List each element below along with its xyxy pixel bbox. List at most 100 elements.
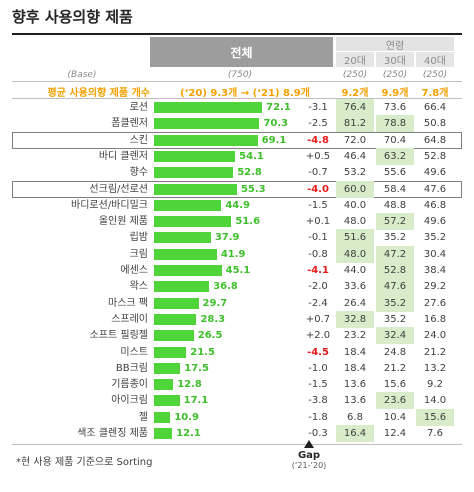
table-row: 선크림/선로션 55.3 -4.0 60.0 58.4 47.6 xyxy=(12,180,462,198)
age-value: 52.8 xyxy=(376,262,414,279)
table-row: 크림 41.9 -0.8 48.0 47.2 30.4 xyxy=(12,245,462,263)
age-value: 40.0 xyxy=(343,199,367,211)
bar-value-label: 12.8 xyxy=(177,379,202,391)
age-value: 15.6 xyxy=(383,379,407,391)
category-label: 올인원 제품 xyxy=(98,216,148,228)
age-value: 35.2 xyxy=(383,313,407,325)
age-value: 21.2 xyxy=(423,346,447,358)
bar xyxy=(154,183,237,195)
base-total: (750) xyxy=(227,70,253,80)
age-value: 47.6 xyxy=(423,183,447,195)
age-value: 57.2 xyxy=(376,213,414,231)
age-value: 64.8 xyxy=(423,134,447,146)
table-row: 로션 72.1 -3.1 76.4 73.6 66.4 xyxy=(12,99,462,116)
table-row: 스킨 69.1 -4.8 72.0 70.4 64.8 xyxy=(12,131,462,149)
bar xyxy=(154,150,236,162)
gap-value: -4.8 xyxy=(307,134,329,146)
age-value: 47.2 xyxy=(376,245,414,263)
age-value: 63.2 xyxy=(376,147,414,165)
age-value: 14.0 xyxy=(423,395,447,407)
age-value: 21.2 xyxy=(383,362,407,374)
age-value: 50.8 xyxy=(423,118,447,130)
age-value: 16.8 xyxy=(423,313,447,325)
footnote: *현 사용 제품 기준으로 Sorting xyxy=(16,457,153,468)
category-label: 아이크림 xyxy=(111,395,148,407)
average-30s: 9.9개 xyxy=(381,88,409,99)
age-value: 23.2 xyxy=(343,330,367,342)
table-row: 올인원 제품 51.6 +0.1 48.0 57.2 49.6 xyxy=(12,213,462,231)
age-value: 13.2 xyxy=(423,362,447,374)
age-value: 33.6 xyxy=(343,281,367,293)
bar-value-label: 44.9 xyxy=(225,199,251,211)
gap-value: -0.3 xyxy=(308,428,328,439)
gap-value: -1.0 xyxy=(308,362,328,374)
bar xyxy=(154,118,260,130)
age-value: 26.4 xyxy=(343,297,367,309)
bar xyxy=(154,248,217,260)
bar xyxy=(154,102,263,113)
age-value: 46.4 xyxy=(343,150,367,162)
age-value: 72.0 xyxy=(343,134,367,146)
bar-value-label: 69.1 xyxy=(261,134,287,146)
bar xyxy=(154,281,210,293)
age-value: 18.4 xyxy=(343,362,367,374)
age-value: 49.6 xyxy=(423,216,447,228)
category-label: 색조 클렌징 제품 xyxy=(77,428,148,439)
gap-value: -1.8 xyxy=(308,411,328,423)
age-value: 76.4 xyxy=(336,99,374,116)
age-value: 48.0 xyxy=(336,245,374,263)
age-value: 53.2 xyxy=(343,167,367,179)
category-label: 소프트 필링젤 xyxy=(89,330,148,342)
age-value: 46.8 xyxy=(423,199,447,211)
gap-value: -3.1 xyxy=(308,102,328,113)
bar xyxy=(154,167,234,179)
age-value: 60.0 xyxy=(336,180,374,198)
base-30s: (250) xyxy=(382,70,408,80)
bar xyxy=(154,362,181,374)
gap-value: -0.8 xyxy=(308,248,328,260)
age-value: 52.8 xyxy=(423,150,447,162)
gap-marker: Gap (‘21-’20) xyxy=(291,440,327,470)
category-label: 에센스 xyxy=(120,265,148,276)
bar-value-label: 51.6 xyxy=(235,216,261,228)
age-value: 15.6 xyxy=(416,408,454,426)
age-value: 51.6 xyxy=(336,229,374,247)
average-top-rule xyxy=(12,81,462,82)
gap-value: +0.1 xyxy=(305,216,331,228)
category-label: 스프레이 xyxy=(111,313,148,325)
bar xyxy=(154,134,258,146)
age-value: 18.4 xyxy=(343,346,367,358)
base-20s: (250) xyxy=(342,70,368,80)
bar xyxy=(154,199,222,211)
bar-value-label: 17.1 xyxy=(183,395,209,407)
bar-value-label: 26.5 xyxy=(197,330,223,342)
header-age-40s: 40대 xyxy=(416,52,454,67)
gap-value: -2.0 xyxy=(308,281,328,293)
age-value: 23.6 xyxy=(376,392,414,410)
age-value: 55.6 xyxy=(383,167,407,179)
age-value: 49.6 xyxy=(423,167,447,179)
age-value: 38.4 xyxy=(423,265,447,276)
gap-value: -4.0 xyxy=(307,183,329,195)
average-trend: (‘20) 9.3개 → (‘21) 8.9개 xyxy=(180,88,310,99)
gap-label: Gap xyxy=(297,450,321,461)
gap-value: +0.7 xyxy=(305,313,331,325)
gap-sublabel: (‘21-’20) xyxy=(291,461,327,470)
age-value: 48.8 xyxy=(383,199,407,211)
bar xyxy=(154,313,197,325)
category-label: 미스트 xyxy=(120,346,148,358)
age-value: 13.6 xyxy=(343,395,367,407)
gap-value: -0.7 xyxy=(308,167,328,179)
age-value: 27.6 xyxy=(423,297,447,309)
table-row: 바디로션/바디밀크 44.9 -1.5 40.0 48.8 46.8 xyxy=(12,197,462,214)
base-40s: (250) xyxy=(422,70,448,80)
bar xyxy=(154,265,222,276)
bar-value-label: 17.5 xyxy=(184,362,209,374)
average-bottom-rule xyxy=(12,98,462,99)
bar xyxy=(154,232,211,244)
table-row: 향수 52.8 -0.7 53.2 55.6 49.6 xyxy=(12,164,462,181)
category-label: 바디 클렌저 xyxy=(98,150,148,162)
age-value: 78.8 xyxy=(376,115,414,133)
bar xyxy=(154,297,199,309)
category-label: 젤 xyxy=(138,411,148,423)
